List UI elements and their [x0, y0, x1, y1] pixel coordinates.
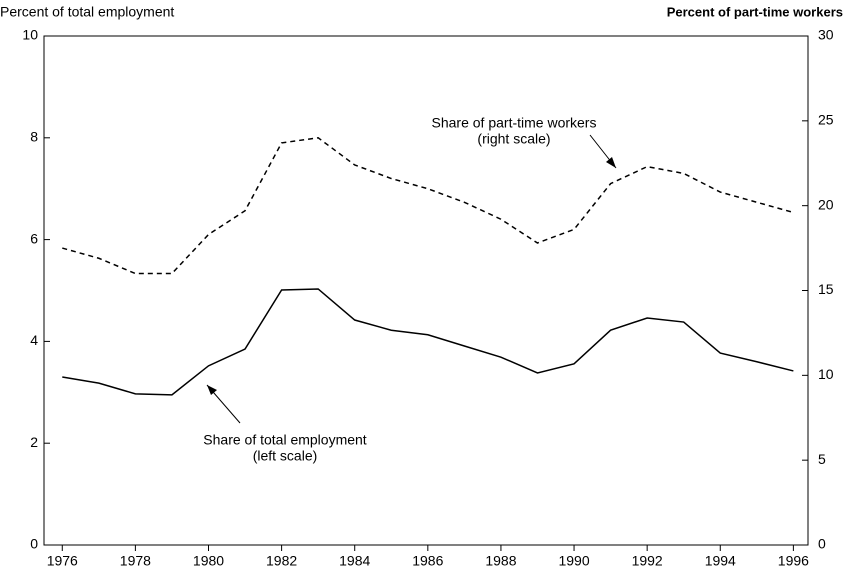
- y2-tick-label: 20: [818, 196, 834, 212]
- x-tick-label: 1990: [558, 553, 589, 569]
- y2-axis-title: Percent of part-time workers: [667, 4, 843, 19]
- y2-tick-label: 15: [818, 281, 834, 297]
- y2-tick-label: 10: [818, 366, 834, 382]
- x-tick-label: 1988: [485, 553, 516, 569]
- arrow-head: [606, 157, 616, 168]
- y-tick-label: 4: [30, 332, 38, 348]
- y2-tick-label: 25: [818, 112, 834, 128]
- y2-tick-label: 30: [818, 27, 834, 43]
- series-line: [62, 288, 794, 396]
- y-tick-label: 10: [22, 27, 38, 43]
- x-tick-label: 1978: [120, 553, 151, 569]
- x-tick-label: 1996: [778, 553, 809, 569]
- plot-frame: [43, 35, 809, 546]
- y-tick-label: 2: [30, 434, 38, 450]
- x-tick-label: 1984: [339, 553, 370, 569]
- y-tick-label: 8: [30, 129, 38, 145]
- x-tick-label: 1986: [412, 553, 443, 569]
- x-tick-label: 1982: [266, 553, 297, 569]
- y-axis-title: Percent of total employment: [0, 4, 174, 20]
- annotation: (right scale): [477, 131, 550, 147]
- x-tick-label: 1992: [632, 553, 663, 569]
- y2-tick-label: 0: [818, 536, 826, 552]
- y-tick-label: 0: [30, 536, 38, 552]
- x-tick-label: 1976: [47, 553, 78, 569]
- y2-tick-label: 5: [818, 451, 826, 467]
- x-tick-label: 1980: [193, 553, 224, 569]
- annotation: Share of total employment: [203, 432, 367, 448]
- x-tick-label: 1994: [705, 553, 736, 569]
- y-tick-label: 6: [30, 230, 38, 246]
- series-line: [62, 137, 794, 275]
- arrow-head: [207, 385, 217, 395]
- annotation: Share of part-time workers: [432, 115, 597, 131]
- annotation: (left scale): [253, 448, 318, 464]
